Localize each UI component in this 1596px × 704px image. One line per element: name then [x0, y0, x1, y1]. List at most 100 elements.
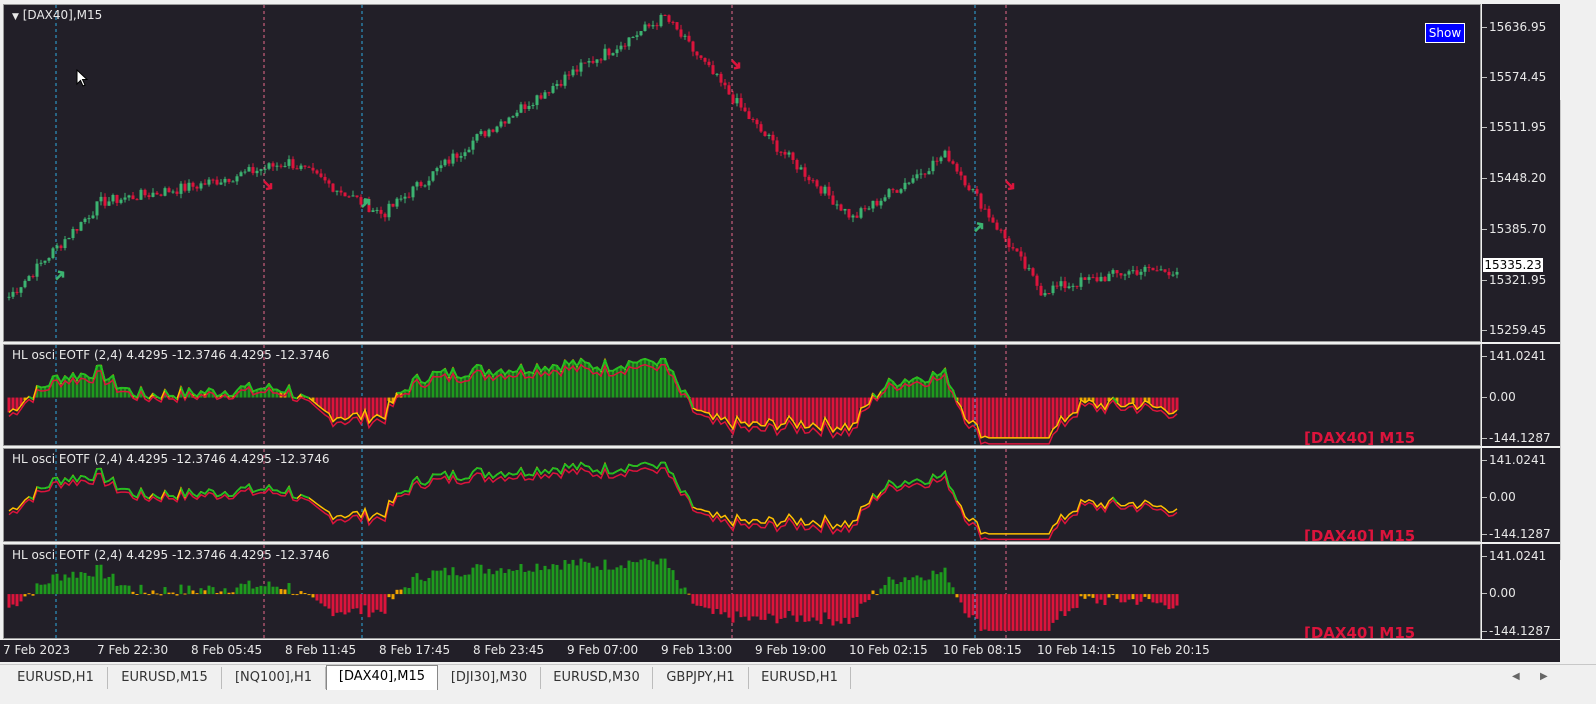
time-axis[interactable]: 7 Feb 2023 7 Feb 22:30 8 Feb 05:45 8 Feb 11… [0, 640, 1560, 662]
candle [1131, 265, 1135, 274]
indicator-canvas-2[interactable] [4, 449, 1481, 542]
indicator-scale-1[interactable]: 141.0241 0.00 -144.1287 [1482, 344, 1560, 446]
candle [855, 211, 859, 219]
candle [295, 165, 299, 170]
chart-tab[interactable]: GBPJPY,H1 [653, 667, 749, 689]
histogram-bar [479, 365, 483, 398]
indicator-tick-label: 141.0241 [1489, 453, 1547, 467]
histogram-bar [19, 397, 23, 406]
histogram-bar [1043, 397, 1047, 438]
tab-scroll-left-icon[interactable]: ◀ [1512, 671, 1520, 682]
candle [187, 179, 191, 193]
indicator-tick-label: -144.1287 [1489, 527, 1551, 541]
histogram-bar [287, 583, 291, 595]
histogram-bar [323, 594, 327, 607]
histogram [7, 358, 1179, 438]
price-tick-label: 15385.70 [1489, 221, 1547, 236]
time-axis-label: 10 Feb 02:15 [849, 643, 928, 657]
chart-tab[interactable]: [NQ100],H1 [222, 667, 326, 689]
histogram-bar [375, 594, 379, 610]
candle [843, 208, 847, 215]
histogram-bar [335, 594, 339, 613]
candle [763, 130, 767, 137]
candle [503, 120, 507, 127]
histogram-bar [375, 397, 379, 415]
histogram-bar [1031, 397, 1035, 438]
indicator-canvas-1[interactable] [4, 345, 1481, 446]
histogram-bar [611, 370, 615, 398]
histogram-bar [783, 594, 787, 618]
collapse-triangle-icon[interactable]: ▼ [12, 12, 19, 22]
histogram-bar [559, 569, 563, 595]
histogram-bar [543, 366, 547, 398]
candle [567, 70, 571, 80]
candle [247, 164, 251, 172]
sell-arrow-icon [731, 59, 741, 70]
histogram-bar [1043, 594, 1047, 631]
histogram-bar [523, 571, 527, 595]
sell-arrow-icon [1005, 180, 1015, 191]
candle [623, 43, 627, 50]
indicator-scale-3[interactable]: 141.0241 0.00 -144.1287 [1482, 544, 1560, 639]
indicator-pane-1[interactable]: HL osci EOTF (2,4) 4.4295 -12.3746 4.429… [3, 344, 1481, 446]
histogram-bar [807, 397, 811, 428]
histogram-bar [891, 381, 895, 398]
histogram-bar [759, 594, 763, 620]
histogram-bar [255, 586, 259, 595]
histogram-bar [1091, 397, 1095, 402]
time-axis-label: 7 Feb 2023 [3, 643, 71, 657]
histogram-bar [851, 397, 855, 424]
histogram-bar [351, 594, 355, 609]
chart-tab[interactable]: [DJI30],M30 [438, 667, 541, 689]
price-chart-pane[interactable]: ▼ [DAX40],M15 Show [3, 4, 1481, 342]
price-chart-canvas[interactable] [4, 5, 1481, 342]
candle [695, 51, 699, 60]
histogram-bar [843, 397, 847, 424]
histogram-bar [447, 376, 451, 398]
histogram-bar [1027, 397, 1031, 438]
chart-tab[interactable]: EURUSD,H1 [749, 667, 851, 689]
show-button[interactable]: Show [1425, 23, 1465, 43]
histogram-bar [695, 397, 699, 411]
indicator-pane-3[interactable]: HL osci EOTF (2,4) 4.4295 -12.3746 4.429… [3, 544, 1481, 639]
tab-scroll-right-icon[interactable]: ▶ [1540, 671, 1548, 682]
histogram-bar [639, 559, 643, 595]
histogram [7, 558, 1179, 631]
indicator-tick-label: 0.00 [1489, 389, 1516, 404]
chart-symbol-label[interactable]: ▼ [DAX40],M15 [12, 8, 103, 22]
histogram-bar [915, 575, 919, 595]
histogram-bar [463, 376, 467, 398]
candle [819, 185, 823, 196]
histogram-bar [691, 397, 695, 409]
candle [223, 176, 227, 187]
histogram-bar [747, 397, 751, 427]
histogram-bar [395, 392, 399, 398]
candle [655, 22, 659, 30]
indicator-pane-2[interactable]: HL osci EOTF (2,4) 4.4295 -12.3746 4.429… [3, 448, 1481, 542]
candle [799, 164, 803, 170]
indicator-tick-mark [1482, 631, 1487, 632]
candle [1067, 282, 1071, 290]
histogram-bar [47, 385, 51, 398]
price-scale[interactable]: 15636.95 15574.45 15511.95 15448.20 15385.70… [1482, 4, 1560, 342]
chart-tab[interactable]: EURUSD,M15 [108, 667, 222, 689]
histogram-bar [39, 387, 43, 398]
chart-tab[interactable]: EURUSD,H1 [4, 667, 108, 689]
histogram-bar [719, 594, 723, 615]
histogram-bar [511, 570, 515, 595]
histogram-bar [407, 587, 411, 595]
histogram-bar [1155, 397, 1159, 408]
histogram-bar [619, 565, 623, 595]
indicator-canvas-3[interactable] [4, 545, 1481, 639]
chart-tab[interactable]: [DAX40],M15 [326, 665, 438, 690]
candle [351, 190, 355, 197]
chart-tab[interactable]: EURUSD,M30 [541, 667, 653, 689]
indicator-scale-2[interactable]: 141.0241 0.00 -144.1287 [1482, 448, 1560, 542]
candle [447, 156, 451, 167]
histogram-bar [943, 368, 947, 398]
indicator-tick-mark [1482, 356, 1487, 357]
histogram-bar [15, 397, 19, 411]
histogram-bar [995, 594, 999, 631]
candle [811, 178, 815, 184]
candle [891, 187, 895, 194]
